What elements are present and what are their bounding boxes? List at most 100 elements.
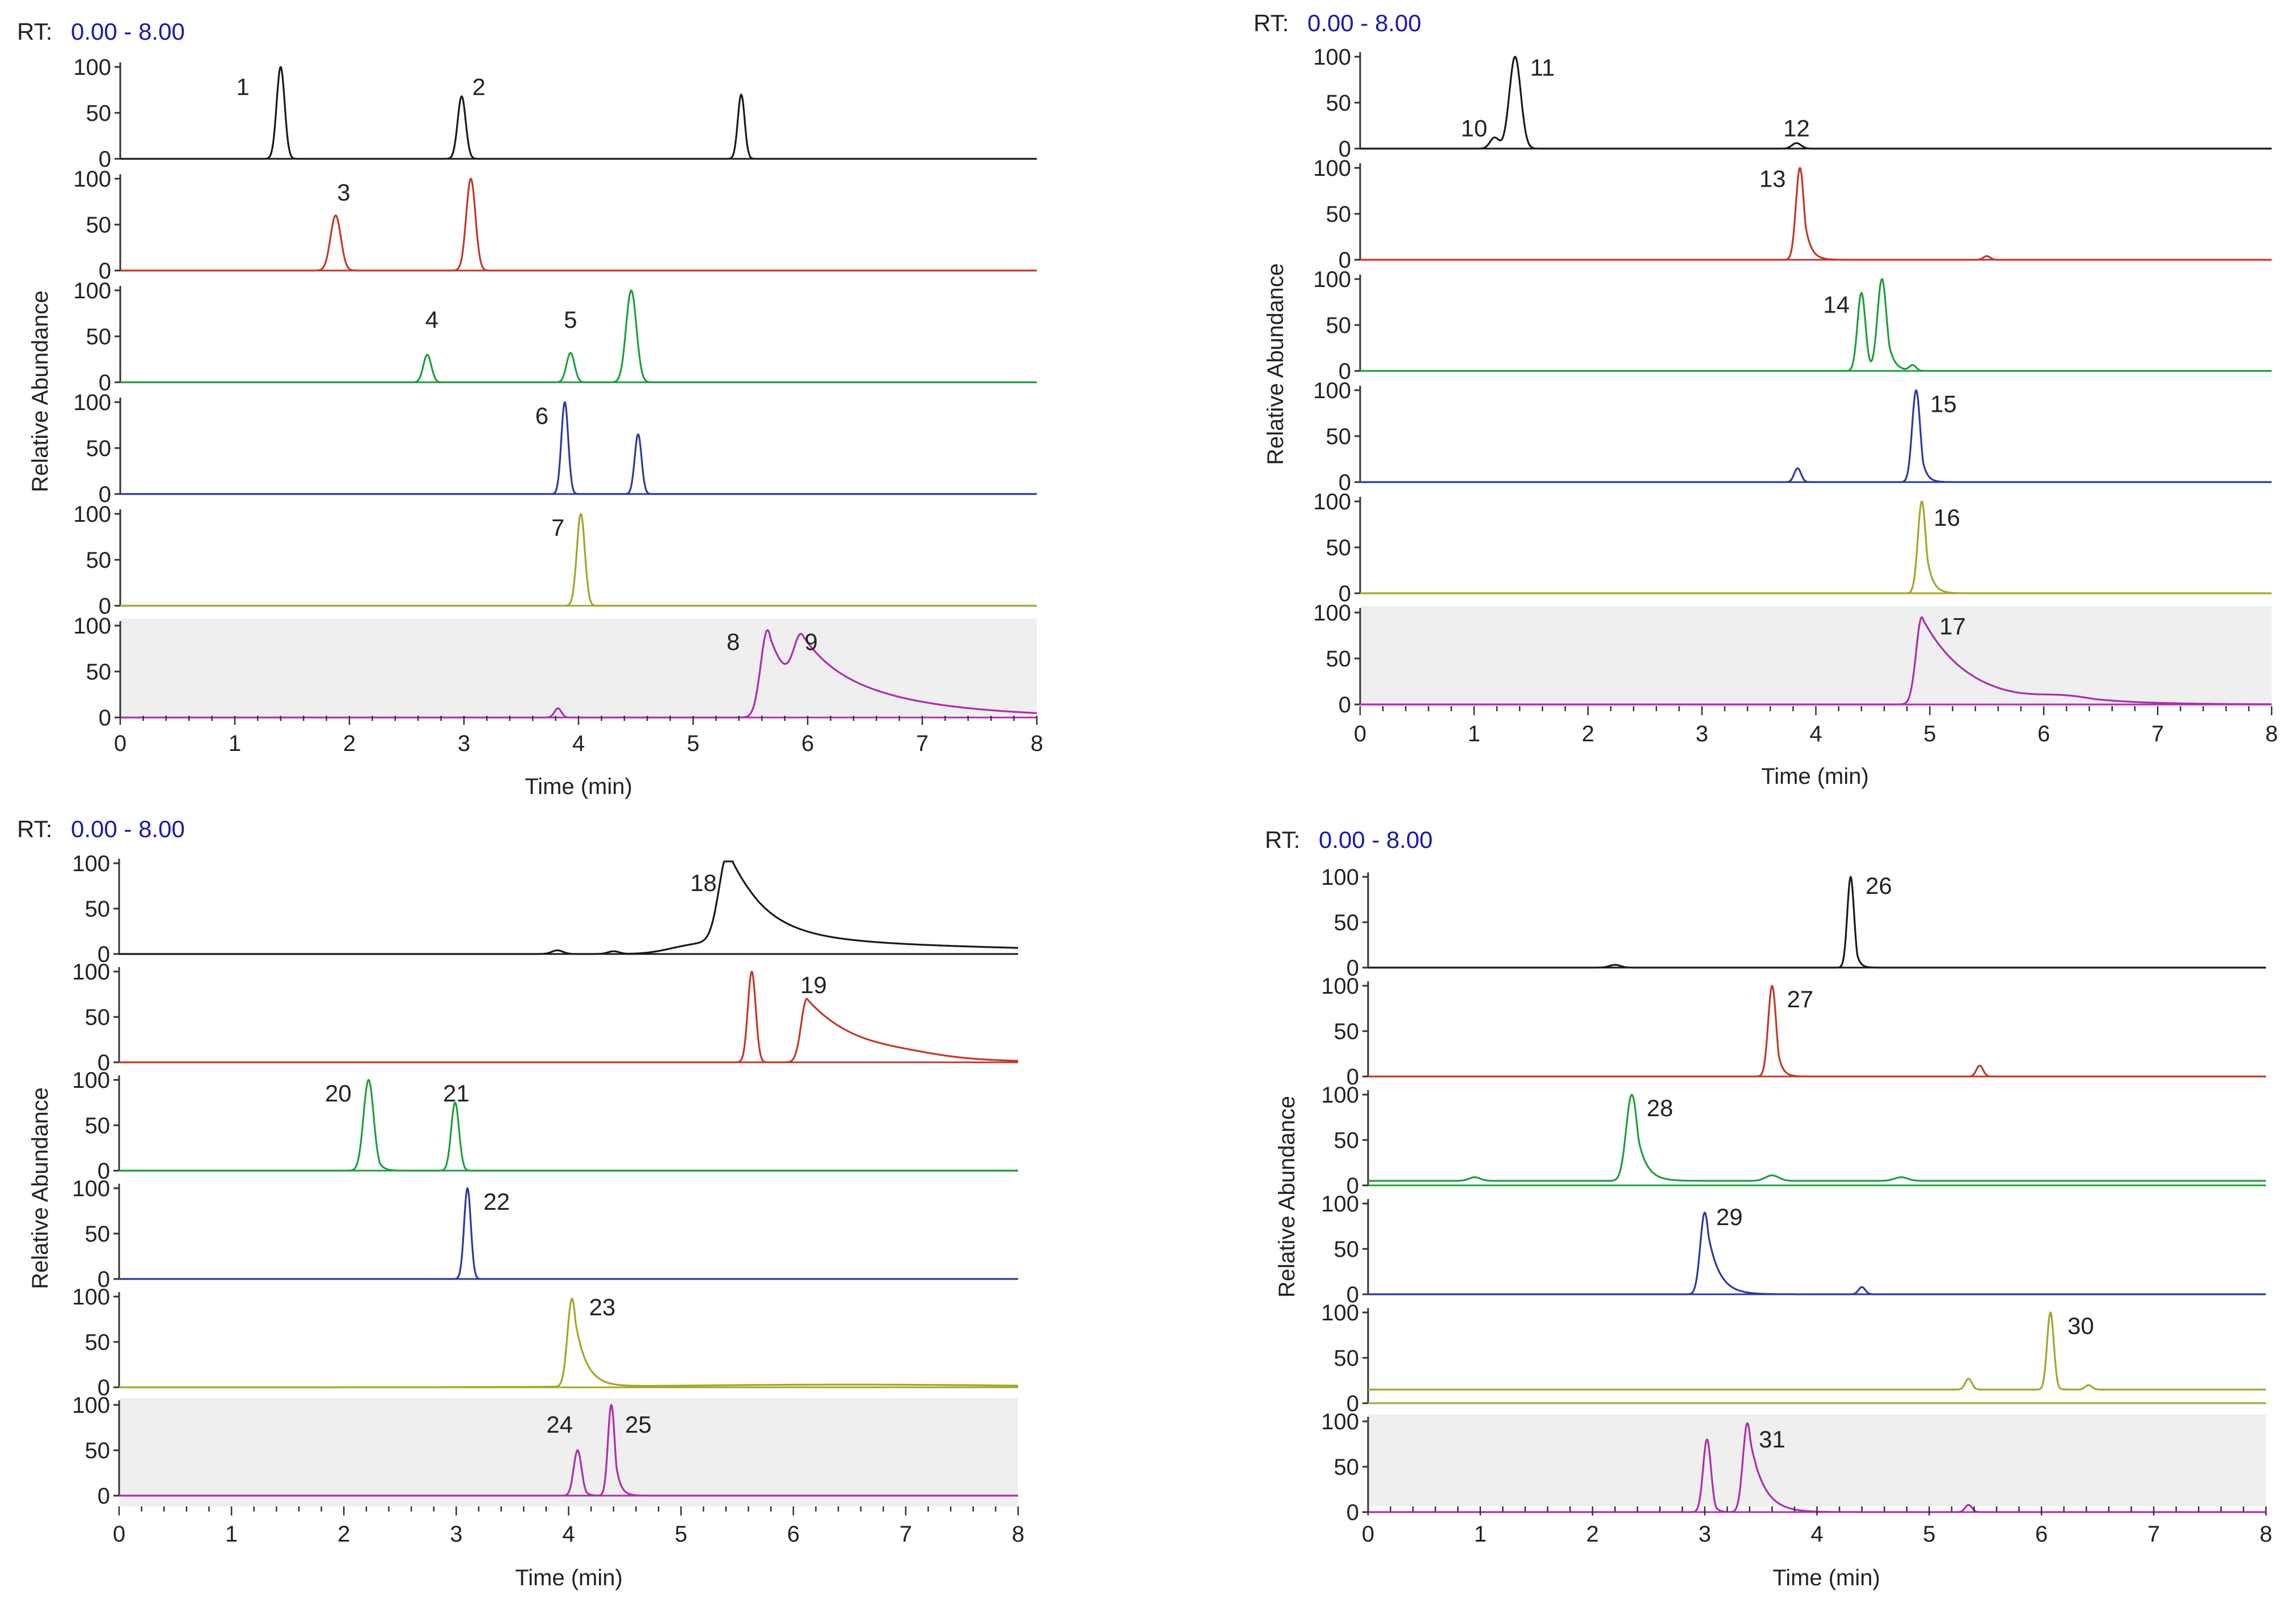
peak-label: 21 — [443, 1080, 470, 1107]
peak-label: 10 — [1461, 115, 1488, 141]
x-tick-label: 7 — [916, 731, 928, 756]
y-tick-label: 100 — [1313, 378, 1351, 403]
y-tick-label: 100 — [72, 960, 110, 985]
trace-line — [1368, 876, 2267, 969]
y-tick-label: 100 — [1321, 1192, 1359, 1217]
y-axis-label: Relative Abundance — [28, 1087, 53, 1289]
y-tick-label: 50 — [85, 897, 111, 922]
trace-row: 0 50 100 6 — [73, 390, 1037, 507]
peak-label: 2 — [472, 74, 486, 100]
x-tick-label: 6 — [2035, 1522, 2048, 1547]
trace-line — [120, 401, 1037, 495]
trace-row: 0 50 100 30 — [1321, 1301, 2267, 1416]
x-tick-label: 0 — [1354, 721, 1366, 746]
peak-label: 6 — [535, 402, 548, 429]
x-tick-label: 1 — [1474, 1522, 1487, 1547]
rt-label: RT: — [17, 18, 52, 45]
x-tick-label: 7 — [2147, 1522, 2160, 1547]
trace-line — [119, 970, 1019, 1063]
peak-label: 5 — [564, 306, 577, 333]
y-tick-label: 100 — [1321, 1083, 1359, 1108]
trace-row: 0 50 100 17 — [1313, 601, 2272, 717]
rt-label: RT: — [1253, 10, 1289, 36]
y-tick-label: 0 — [98, 1050, 110, 1075]
y-tick-label: 50 — [86, 548, 112, 573]
y-tick-label: 100 — [73, 502, 111, 527]
rt-label: RT: — [17, 816, 52, 842]
peak-label: 18 — [690, 869, 717, 896]
y-tick-label: 100 — [1313, 601, 1351, 626]
peak-label: 24 — [546, 1411, 573, 1438]
peak-label: 14 — [1823, 291, 1850, 318]
y-tick-label: 50 — [1334, 1237, 1360, 1262]
x-axis: 0 1 2 3 4 5 6 7 8 — [113, 1506, 1024, 1547]
y-tick-label: 100 — [1313, 489, 1351, 514]
y-tick-label: 100 — [1313, 156, 1351, 181]
y-tick-label: 100 — [73, 614, 111, 639]
y-tick-label: 0 — [99, 147, 111, 172]
trace-line — [1368, 1211, 2267, 1295]
peak-label: 31 — [1759, 1426, 1786, 1453]
y-tick-label: 50 — [1334, 1019, 1360, 1044]
trace-line — [119, 1187, 1019, 1280]
y-axis-label: Relative Abundance — [1274, 1096, 1299, 1298]
y-tick-label: 0 — [99, 706, 111, 731]
y-tick-label: 50 — [86, 213, 112, 238]
rt-range: 0.00 - 8.00 — [71, 816, 185, 842]
peak-label: 28 — [1647, 1095, 1673, 1121]
y-tick-label: 0 — [1347, 1173, 1359, 1198]
rt-range: 0.00 - 8.00 — [1319, 826, 1433, 853]
trace-row: 0 50 100 8 9 — [73, 614, 1037, 731]
x-tick-label: 3 — [1699, 1522, 1711, 1547]
y-tick-label: 100 — [72, 1285, 110, 1310]
trace-row: 0 50 100 10 11 12 — [1313, 45, 2272, 162]
y-tick-label: 100 — [1321, 974, 1359, 999]
y-tick-label: 0 — [98, 1159, 110, 1184]
y-tick-label: 100 — [1313, 267, 1351, 292]
trace-line — [1360, 56, 2272, 150]
x-tick-label: 0 — [114, 731, 126, 756]
peak-label: 15 — [1930, 390, 1957, 417]
x-tick-label: 5 — [1923, 721, 1936, 746]
trace-row: 0 50 100 24 25 — [72, 1393, 1019, 1509]
peak-label: 3 — [337, 179, 350, 205]
trace-line — [1360, 389, 2272, 483]
rt-label: RT: — [1265, 826, 1300, 853]
x-tick-label: 5 — [1923, 1522, 1935, 1547]
trace-line — [1368, 1311, 2267, 1391]
trace-row: 0 50 100 31 — [1321, 1409, 2267, 1525]
peak-label: 4 — [425, 306, 438, 333]
x-tick-label: 8 — [1031, 731, 1043, 756]
x-axis: 0 1 2 3 4 5 6 7 8 — [114, 716, 1043, 756]
y-tick-label: 50 — [1326, 202, 1352, 227]
trace-line — [119, 1079, 1019, 1172]
trace-row: 0 50 100 16 — [1313, 489, 2272, 606]
y-tick-label: 0 — [98, 1375, 110, 1400]
y-axis-label: Relative Abundance — [28, 290, 53, 492]
trace-line — [1368, 1094, 2267, 1182]
x-axis-label: Time (min) — [515, 1565, 623, 1590]
x-tick-label: 0 — [113, 1522, 125, 1547]
x-tick-label: 4 — [572, 731, 585, 756]
peak-label: 26 — [1865, 872, 1892, 899]
x-tick-label: 4 — [1810, 1522, 1823, 1547]
y-tick-label: 50 — [1334, 1455, 1360, 1480]
x-tick-label: 7 — [2151, 721, 2164, 746]
y-tick-label: 50 — [85, 1438, 111, 1463]
shaded-plot-area — [1360, 606, 2272, 706]
chromatogram-panel-top-left: RT: 0.00 - 8.00 Relative Abundance Time … — [17, 18, 1043, 799]
peak-label: 20 — [325, 1080, 352, 1107]
peak-label: 16 — [1934, 504, 1960, 531]
shaded-plot-area — [119, 1398, 1018, 1506]
trace-line — [1360, 167, 2272, 261]
shaded-plot-area — [1368, 1415, 2266, 1506]
x-tick-label: 1 — [1468, 721, 1480, 746]
peak-label: 12 — [1783, 115, 1810, 141]
peak-label: 8 — [727, 628, 740, 655]
y-tick-label: 50 — [85, 1222, 111, 1247]
y-tick-label: 50 — [86, 660, 112, 685]
trace-line — [119, 860, 1019, 955]
y-tick-label: 0 — [1347, 1282, 1359, 1307]
peak-label: 23 — [589, 1294, 616, 1320]
